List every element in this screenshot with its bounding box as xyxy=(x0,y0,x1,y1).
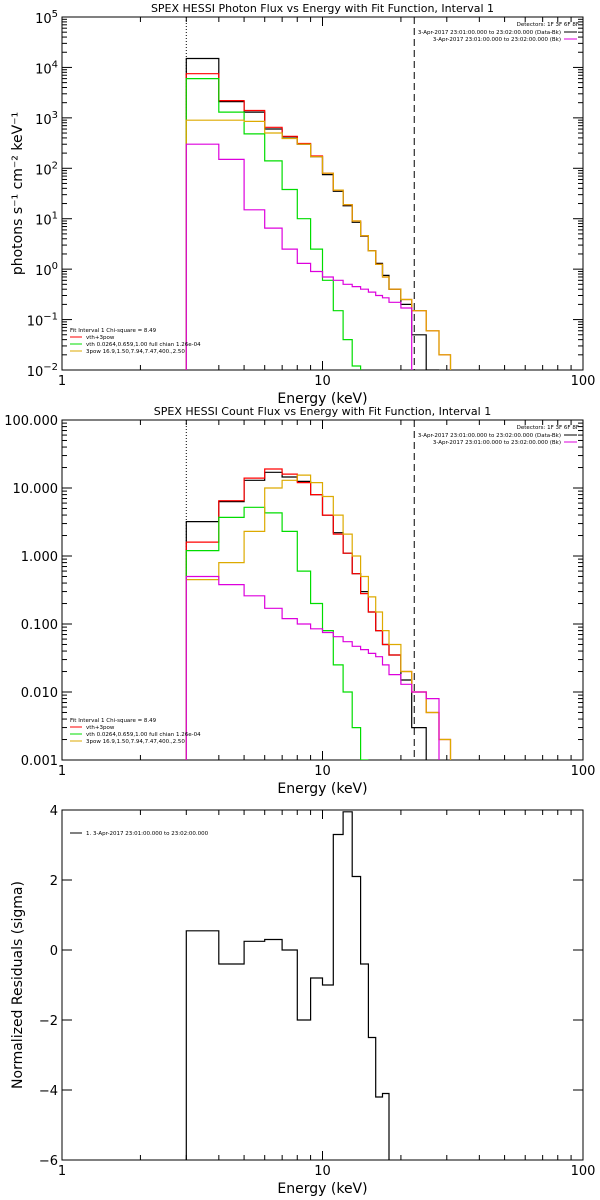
x-tick-label: 100 xyxy=(571,764,596,779)
x-tick-label: 1 xyxy=(58,374,66,389)
y-tick-label: 0.010 xyxy=(21,686,58,701)
y-tick-label: 102 xyxy=(35,160,58,178)
y-tick-base: 10 xyxy=(35,264,52,279)
legend-entry: vth 0.0264,0.659,1.00 full chian 1.26e-0… xyxy=(86,732,201,738)
data-area xyxy=(185,468,452,760)
x-tick-label: 10 xyxy=(314,374,331,389)
y-tick-label: 0.001 xyxy=(21,754,58,769)
y-tick-base: 10 xyxy=(35,113,52,128)
legend-header: Detectors: 1F 3F 6F 8F xyxy=(517,425,579,431)
series-line-vth xyxy=(185,506,369,760)
y-tick-label: −6 xyxy=(39,1154,58,1169)
series-line-vth-3pow xyxy=(185,468,452,760)
y-tick-exponent: 5 xyxy=(52,9,58,20)
y-tick-label: 101 xyxy=(35,211,58,229)
y-tick-label: −4 xyxy=(39,1084,58,1099)
y-axis-label: photons s⁻¹ cm⁻² keV⁻¹ xyxy=(10,112,26,275)
plot-frame xyxy=(61,16,584,371)
y-tick-label: 10−1 xyxy=(27,312,58,330)
legend-header: Fit Interval 1 Chi-square = 8.49 xyxy=(70,718,157,724)
y-tick-label: 100 xyxy=(35,261,58,279)
y-tick-label: 2 xyxy=(50,874,58,889)
data-area xyxy=(185,57,452,370)
y-tick-base: 10 xyxy=(35,62,52,77)
chart-1: SPEX HESSI Photon Flux vs Energy with Fi… xyxy=(10,2,595,407)
legend-entry: 3-Apr-2017 23:01:00.000 to 23:02:00.000 … xyxy=(433,440,561,446)
legend-entry: 3-Apr-2017 23:01:00.000 to 23:02:00.000 … xyxy=(418,433,561,439)
y-tick-label: 4 xyxy=(50,804,58,819)
x-tick-label: 10 xyxy=(314,1164,331,1179)
legend-header: Detectors: 1F 3F 6F 8F xyxy=(517,22,579,28)
series-line-bk xyxy=(185,575,440,760)
y-tick-label: 103 xyxy=(35,110,58,128)
y-tick-exponent: 0 xyxy=(52,261,58,272)
y-tick-label: 0 xyxy=(50,944,58,959)
series-line-vth xyxy=(185,78,362,370)
y-tick-exponent: 4 xyxy=(52,59,58,70)
y-tick-exponent: −1 xyxy=(43,312,58,323)
y-tick-label: 104 xyxy=(35,59,58,77)
series-line-3pow xyxy=(185,474,452,760)
x-tick-label: 1 xyxy=(58,764,66,779)
y-tick-label: 1.000 xyxy=(21,550,58,565)
series-line-vth-3pow xyxy=(185,73,452,370)
legend-entry: 3pow 16.9,1.50,7.94,7.47,400.,2.50 xyxy=(86,349,185,355)
plot-frame xyxy=(61,419,584,761)
series-line-1-3-apr-2017-23-01-00-000-to-23-02-00-000 xyxy=(185,811,390,1160)
x-tick-label: 1 xyxy=(58,1164,66,1179)
series-line-bk xyxy=(185,143,413,370)
series-line-3pow xyxy=(185,119,452,370)
series-line-data-bk xyxy=(185,471,427,760)
y-tick-exponent: 2 xyxy=(52,160,58,171)
x-tick-label: 100 xyxy=(571,1164,596,1179)
legend-entry: vth+3pow xyxy=(86,335,115,341)
data-area xyxy=(185,811,390,1160)
legend-entry: 1. 3-Apr-2017 23:01:00.000 to 23:02:00.0… xyxy=(86,831,209,837)
y-axis-label: Normalized Residuals (sigma) xyxy=(10,881,26,1089)
y-tick-base: 10 xyxy=(35,163,52,178)
y-tick-base: 10 xyxy=(35,214,52,229)
legend-entry: vth+3pow xyxy=(86,725,115,731)
chart-title: SPEX HESSI Count Flux vs Energy with Fit… xyxy=(154,405,491,418)
legend-header: Fit Interval 1 Chi-square = 8.49 xyxy=(70,328,157,334)
x-axis-label: Energy (keV) xyxy=(277,391,367,407)
x-axis-label: Energy (keV) xyxy=(277,781,367,797)
y-tick-label: 100.000 xyxy=(4,414,58,429)
chart-title: SPEX HESSI Photon Flux vs Energy with Fi… xyxy=(151,2,494,15)
chart-3: 1 10 100 Energy (keV) 4 2 0 −2 −4 −6 Normalized Re… xyxy=(10,804,595,1197)
y-tick-label: −2 xyxy=(39,1014,58,1029)
y-tick-label: 0.100 xyxy=(21,618,58,633)
legend-entry: 3pow 16.9,1.50,7.94,7.47,400.,2.50 xyxy=(86,739,185,745)
y-tick-exponent: 3 xyxy=(52,110,58,121)
y-tick-label: 10.000 xyxy=(13,482,59,497)
chart-2: SPEX HESSI Count Flux vs Energy with Fit… xyxy=(4,405,595,797)
y-tick-base: 10 xyxy=(27,315,44,330)
legend-entry: vth 0.0264,0.659,1.00 full chian 1.26e-0… xyxy=(86,342,201,348)
y-tick-exponent: −2 xyxy=(43,362,58,373)
x-tick-label: 100 xyxy=(571,374,596,389)
series-line-data-bk xyxy=(185,57,439,370)
x-tick-label: 10 xyxy=(314,764,331,779)
y-tick-base: 10 xyxy=(35,12,52,27)
legend-entry: 3-Apr-2017 23:01:00.000 to 23:02:00.000 … xyxy=(433,37,561,43)
y-tick-label: 10−2 xyxy=(27,362,58,380)
legend-entry: 3-Apr-2017 23:01:00.000 to 23:02:00.000 … xyxy=(418,30,561,36)
y-tick-base: 10 xyxy=(27,365,44,380)
y-tick-label: 105 xyxy=(35,9,58,27)
y-tick-exponent: 1 xyxy=(52,211,58,222)
x-axis-label: Energy (keV) xyxy=(277,1181,367,1197)
